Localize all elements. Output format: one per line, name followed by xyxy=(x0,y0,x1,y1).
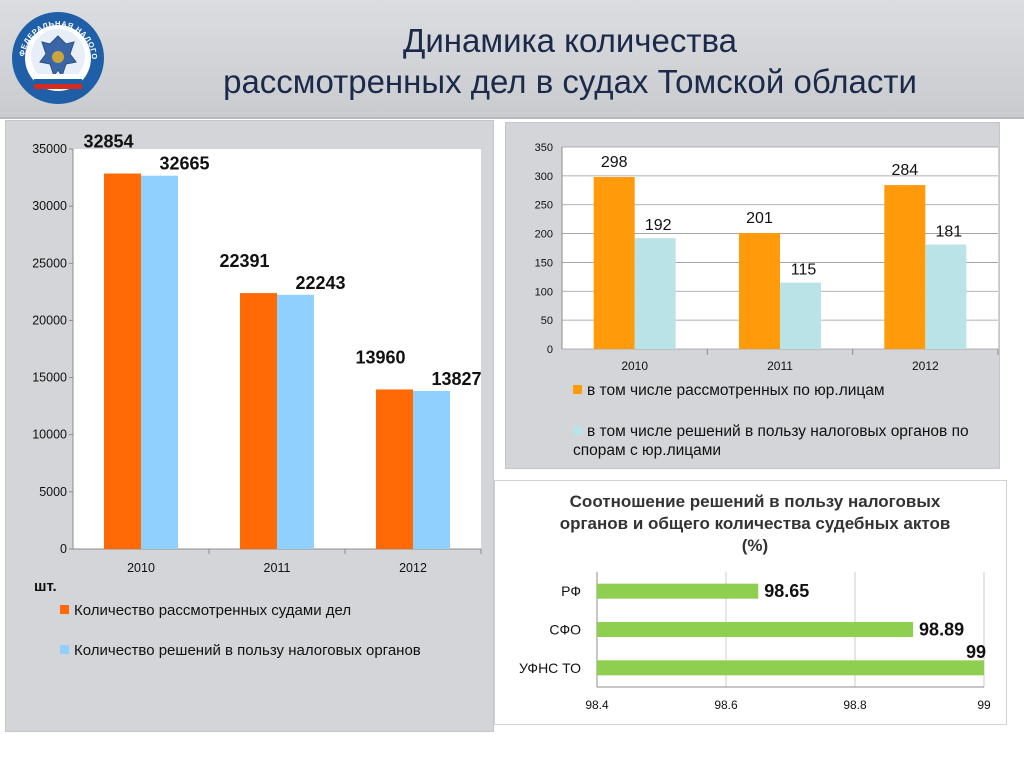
bottom-right-chart-title: Соотношение решений в пользу налоговых о… xyxy=(559,492,951,555)
top-right-chart-panel: 0 50 100 150 200 250 300 350 2010 298 192 2011 201 11… xyxy=(505,122,1000,469)
tr-bar xyxy=(780,282,821,349)
left-bar xyxy=(413,390,450,549)
tr-bar xyxy=(925,244,967,349)
left-legend-item-1: Количество рассмотренных судами дел xyxy=(60,601,480,620)
br-bar xyxy=(597,583,759,599)
left-legend-item-2: Количество решений в пользу налоговых ор… xyxy=(60,641,455,660)
tr-bar xyxy=(884,185,926,349)
tr-y-tick-label: 200 xyxy=(535,229,553,241)
br-x-tick-label: 98.6 xyxy=(714,698,738,712)
br-x-tick-label: 99 xyxy=(977,698,991,712)
tr-bar xyxy=(634,238,676,349)
left-unit-label: шт. xyxy=(34,578,57,595)
br-data-label: 99 xyxy=(966,642,986,662)
left-y-tick-label: 25000 xyxy=(32,256,67,270)
tr-data-label: 201 xyxy=(746,210,773,227)
tr-bar xyxy=(593,177,635,349)
tr-y-tick-label: 350 xyxy=(535,142,553,154)
left-x-tick-label: 2010 xyxy=(127,561,155,575)
tr-y-tick-label: 250 xyxy=(535,200,553,212)
legend-swatch-orange xyxy=(60,605,69,614)
left-y-tick-label: 30000 xyxy=(32,199,67,213)
left-bar xyxy=(240,293,277,549)
top-right-bar-chart: 0 50 100 150 200 250 300 350 2010 298 192 2011 201 11… xyxy=(535,142,999,373)
br-category-label: УФНС ТО xyxy=(519,660,581,676)
tr-y-tick-label: 50 xyxy=(541,315,553,327)
left-y-tick-label: 5000 xyxy=(39,485,67,499)
br-data-label: 98.65 xyxy=(764,581,809,601)
tr-legend-item-1: в том числе рассмотренных по юр.лицам xyxy=(573,381,993,400)
left-bar xyxy=(104,173,141,550)
left-x-tick-label: 2011 xyxy=(264,561,291,575)
tr-y-tick-label: 100 xyxy=(535,286,553,298)
tr-data-label: 298 xyxy=(601,154,628,171)
left-bar xyxy=(277,294,314,549)
br-bar xyxy=(597,660,984,676)
tr-y-tick-label: 150 xyxy=(535,257,553,269)
bottom-right-chart-panel: Соотношение решений в пользу налоговых о… xyxy=(494,480,1007,725)
br-category-label: СФО xyxy=(549,622,581,638)
br-data-label: 98.89 xyxy=(919,620,964,640)
tr-x-tick-label: 2010 xyxy=(621,359,648,373)
left-y-tick-label: 0 xyxy=(60,542,67,556)
tr-data-label: 284 xyxy=(891,162,918,179)
title-line-1: Динамика количества xyxy=(403,22,737,59)
fns-emblem-icon: ФЕДЕРАЛЬНАЯ НАЛОГОВАЯ СЛУЖБА xyxy=(5,3,104,104)
left-y-tick-label: 10000 xyxy=(32,428,67,442)
legend-label: в том числе рассмотренных по юр.лицам xyxy=(587,382,885,399)
left-x-tick-label: 2012 xyxy=(399,561,427,575)
left-y-tick-label: 20000 xyxy=(32,313,67,327)
left-y-tick-label: 15000 xyxy=(32,371,67,385)
title-line-2: рассмотренных дел в судах Томской област… xyxy=(223,63,917,100)
tr-y-tick-label: 0 xyxy=(547,344,553,356)
left-data-label: 22243 xyxy=(295,273,345,293)
tr-data-label: 181 xyxy=(935,224,962,241)
legend-label: Количество рассмотренных судами дел xyxy=(74,602,352,619)
left-bar-chart: 0 5000 10000 15000 20000 25000 30000 35000 2010 3… xyxy=(32,132,481,575)
left-data-label: 32854 xyxy=(83,132,133,152)
page-title: Динамика количества рассмотренных дел в … xyxy=(150,20,990,102)
tr-x-tick-label: 2011 xyxy=(767,359,793,373)
br-x-tick-label: 98.4 xyxy=(585,698,609,712)
header-bar: ФЕДЕРАЛЬНАЯ НАЛОГОВАЯ СЛУЖБА Динамика ко… xyxy=(0,0,1024,119)
legend-label: Количество решений в пользу налоговых ор… xyxy=(74,642,421,659)
legend-swatch-blue xyxy=(60,645,69,654)
left-bar xyxy=(376,389,413,549)
tr-x-tick-label: 2012 xyxy=(912,359,939,373)
left-data-label: 13827 xyxy=(431,369,481,389)
left-data-label: 22391 xyxy=(219,251,269,271)
legend-swatch-cyan xyxy=(573,426,582,435)
tr-data-label: 115 xyxy=(791,262,817,279)
left-data-label: 32665 xyxy=(159,154,209,174)
left-bar xyxy=(141,175,178,549)
legend-swatch-orange xyxy=(573,385,582,394)
ratio-hbar-chart: 98.4 98.6 98.8 99 РФ 98.65 СФО 98.89 УФНС ТО 99 xyxy=(519,572,991,712)
tr-data-label: 192 xyxy=(645,217,672,234)
left-data-label: 13960 xyxy=(355,347,405,367)
tr-bar xyxy=(739,232,780,349)
br-category-label: РФ xyxy=(561,583,581,599)
br-bar xyxy=(597,622,914,637)
legend-label: в том числе решений в пользу налоговых о… xyxy=(573,423,969,459)
left-chart-panel: 0 5000 10000 15000 20000 25000 30000 35000 2010 3… xyxy=(5,120,494,732)
tr-legend-item-2: в том числе решений в пользу налоговых о… xyxy=(573,422,983,460)
br-x-tick-label: 98.8 xyxy=(843,698,867,712)
tr-y-tick-label: 300 xyxy=(535,171,553,183)
left-y-tick-label: 35000 xyxy=(32,142,67,156)
